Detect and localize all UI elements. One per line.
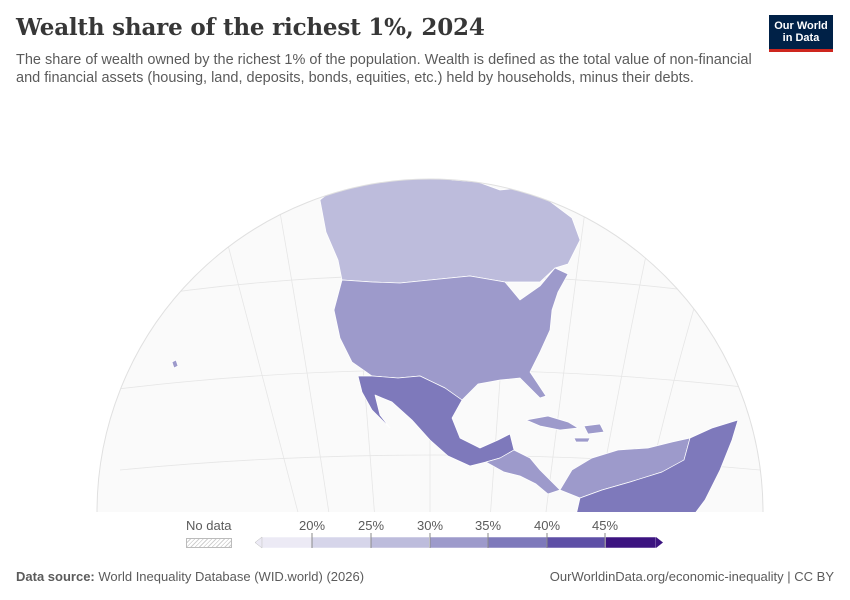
region-canada[interactable]	[319, 140, 581, 284]
chart-title: Wealth share of the richest 1%, 2024	[16, 14, 485, 41]
legend-tick-label: 20%	[298, 518, 326, 533]
legend-tick-label: 35%	[474, 518, 502, 533]
logo-line-2: in Data	[782, 32, 820, 44]
legend-tick-label: 30%	[416, 518, 444, 533]
region-russia-far-east[interactable]	[661, 108, 763, 276]
legend-colorbar	[254, 533, 663, 549]
region-hawaii[interactable]	[171, 359, 179, 369]
region-brazil[interactable]	[574, 419, 739, 520]
data-source: Data source: World Inequality Database (…	[16, 569, 364, 584]
legend-tick-label: 25%	[357, 518, 385, 533]
source-url[interactable]: OurWorldinData.org/economic-inequality |…	[549, 569, 834, 584]
legend-bin[interactable]	[487, 536, 548, 549]
legend-no-data-swatch	[186, 538, 232, 548]
legend-tick-label: 40%	[533, 518, 561, 533]
region-alaska[interactable]	[257, 126, 353, 197]
globe-outline	[96, 178, 764, 513]
legend-no-data-label: No data	[186, 518, 232, 533]
legend-bin[interactable]	[429, 536, 489, 549]
region-greenland[interactable]	[488, 108, 565, 162]
legend-arrow-right	[656, 537, 663, 548]
legend-bin[interactable]	[311, 536, 371, 549]
logo-line-1: Our World	[774, 20, 828, 32]
data-source-label: Data source:	[16, 569, 95, 584]
legend-arrow-left	[254, 536, 263, 549]
legend-bin[interactable]	[261, 536, 313, 549]
countries	[171, 108, 763, 520]
data-source-text[interactable]: World Inequality Database (WID.world) (2…	[98, 569, 365, 584]
region-canada-islands[interactable]	[382, 116, 500, 176]
legend-tick-label: 45%	[591, 518, 619, 533]
region-caribbean[interactable]	[525, 415, 605, 443]
legend-bin[interactable]	[370, 536, 430, 549]
legend-bin[interactable]	[605, 536, 657, 549]
owid-logo[interactable]: Our World in Data	[769, 15, 833, 52]
region-central-america[interactable]	[485, 449, 561, 495]
chart-subtitle: The share of wealth owned by the richest…	[16, 52, 752, 86]
legend-bin[interactable]	[546, 536, 606, 549]
